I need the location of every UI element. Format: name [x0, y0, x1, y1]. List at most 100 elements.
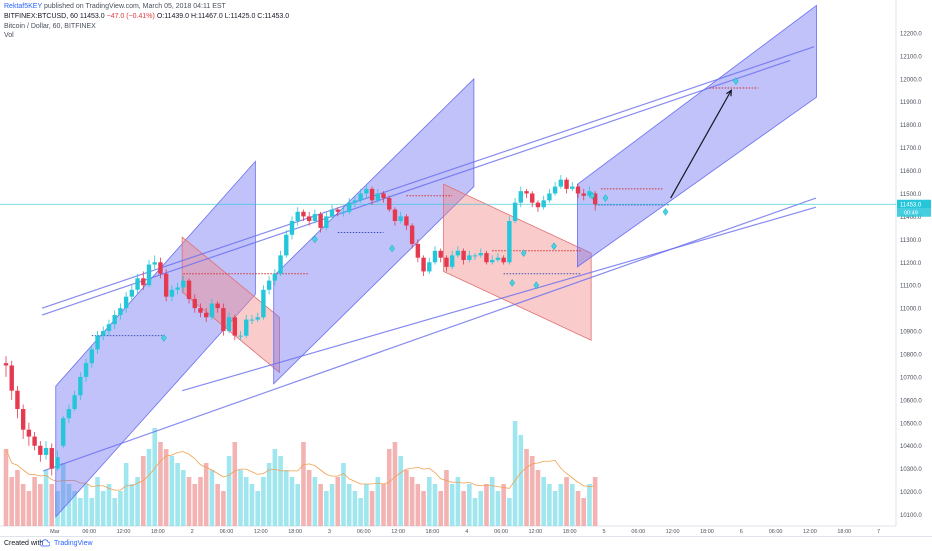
volume-bar [369, 491, 375, 526]
candle-body [123, 296, 129, 309]
low-value: L:11425.0 [224, 13, 256, 20]
candle-body [186, 280, 192, 299]
candle-body [89, 349, 94, 364]
swing-marker [389, 244, 395, 253]
candle-body [530, 193, 535, 203]
candle-body [427, 262, 432, 272]
volume-bar [592, 477, 598, 526]
candlestick-chart[interactable]: 12200.0 12100.0 12000.0 11900.0 11800.0 11700… [0, 0, 932, 536]
candle-body [306, 216, 312, 221]
volume-bar [524, 449, 529, 526]
tradingview-brand[interactable]: TradingView [54, 540, 93, 547]
volume-bar [569, 484, 575, 526]
time-tick-label: 12:00 [391, 529, 405, 535]
candle-body [278, 255, 283, 274]
volume-bar [43, 470, 49, 526]
candle-body [392, 209, 398, 221]
volume-bar [415, 484, 421, 526]
candle-body [141, 278, 146, 286]
price-tick-label: 12200.0 [900, 31, 922, 37]
time-tick-label: 18:00 [700, 529, 714, 535]
candle-body [364, 188, 369, 194]
volume-bar [381, 484, 386, 526]
candle-body [507, 220, 512, 263]
volume-bar [255, 491, 260, 526]
candle-body [266, 280, 272, 290]
volume-bar [386, 449, 392, 526]
volume-bar [203, 463, 209, 526]
candle-body [472, 255, 478, 257]
price-tick-label: 11500.0 [900, 192, 922, 198]
volume-bar [66, 484, 72, 526]
time-tick-label: 18:00 [426, 529, 440, 535]
candle-body [284, 234, 289, 256]
candle-body [163, 273, 169, 297]
author-name[interactable]: Rektaf5KEY [4, 3, 43, 10]
volume-bar [135, 477, 140, 526]
candle-body [501, 257, 506, 263]
candle-body [449, 255, 455, 267]
ascending-channel-2 [273, 77, 475, 385]
volume-bar [221, 491, 226, 526]
candle-body [61, 418, 66, 446]
volume-bar [472, 498, 478, 526]
candle-body [381, 193, 386, 199]
candle-body [175, 287, 180, 290]
time-tick-label: Mar [50, 529, 60, 535]
candle-body [581, 193, 586, 196]
volume-bar [518, 435, 524, 526]
volume-bar [352, 491, 358, 526]
volume-bar [587, 484, 592, 526]
price-tick-label: 11700.0 [900, 146, 922, 152]
volume-bar [192, 484, 198, 526]
volume-bar [186, 477, 192, 526]
candle-body [101, 331, 106, 336]
candle-body [261, 289, 266, 318]
volume-bar [324, 491, 329, 526]
candle-body [478, 253, 483, 256]
candle-body [26, 429, 32, 437]
candle-body [158, 262, 163, 274]
volume-bar [507, 498, 512, 526]
volume-bar [123, 463, 129, 526]
volume-bar [484, 484, 489, 526]
chart-header: Rektaf5KEY published on TradingView.com,… [0, 0, 900, 42]
time-tick-label: 3 [328, 529, 331, 535]
volume-bar [78, 498, 83, 526]
candle-body [318, 214, 323, 228]
volume-bar [364, 484, 369, 526]
candle-body [55, 457, 60, 469]
volume-bar [129, 484, 135, 526]
candle-body [95, 335, 100, 350]
volume-bar [409, 477, 415, 526]
volume-bar [495, 491, 501, 526]
last-price-label: 11453.0 [900, 202, 922, 208]
candle-body [32, 436, 37, 446]
swing-marker [533, 281, 540, 290]
candle-body [244, 319, 249, 336]
candle-body [369, 188, 375, 201]
open-value: O:11439.0 [156, 13, 190, 20]
volume-bar [3, 449, 9, 526]
price-tick-label: 12100.0 [900, 54, 922, 60]
last-value: 11453.0 [79, 13, 105, 20]
volume-bar [38, 484, 43, 526]
volume-bar [283, 470, 289, 526]
published-info: published on TradingView.com, March 05, … [43, 3, 226, 10]
time-tick-label: 12:00 [117, 529, 131, 535]
chart-area[interactable]: 12200.0 12100.0 12000.0 11900.0 11800.0 11700… [0, 0, 932, 536]
high-value: H:11467.0 [190, 13, 223, 20]
price-tick-label: 11900.0 [900, 100, 922, 106]
price-tick-label: 10200.0 [900, 490, 922, 496]
candle-body [249, 319, 255, 321]
candle-body [438, 250, 443, 258]
upper-trendline-2 [41, 59, 791, 316]
volume-bar [478, 491, 484, 526]
volume-bar [529, 456, 535, 526]
volume-bar [489, 477, 495, 526]
candle-body [232, 317, 237, 336]
volume-bar [15, 470, 20, 526]
tradingview-cloud-icon [40, 539, 50, 547]
volume-bar [289, 477, 295, 526]
time-tick-label: 18:00 [288, 529, 302, 535]
